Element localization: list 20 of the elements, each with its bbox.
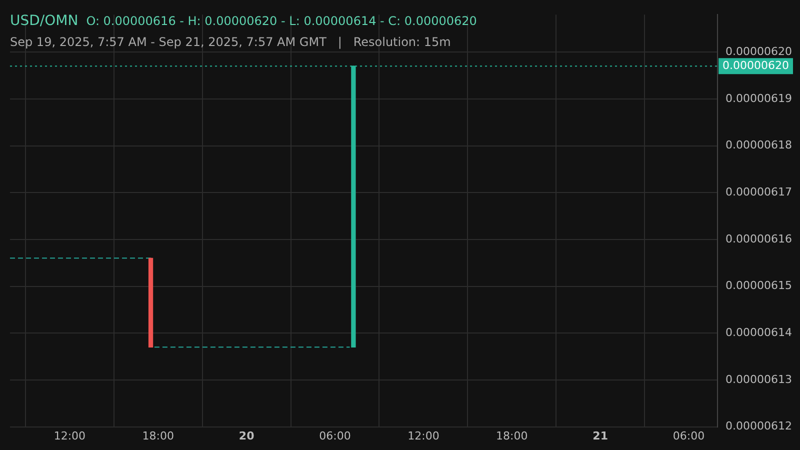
y-tick-label: 0.00000615 bbox=[726, 279, 792, 292]
y-tick-label: 0.00000614 bbox=[726, 326, 792, 339]
x-tick-label: 20 bbox=[238, 429, 255, 442]
x-tick-label: 06:00 bbox=[672, 429, 705, 442]
y-tick-label: 0.00000620 bbox=[726, 44, 792, 58]
y-tick-label: 0.00000617 bbox=[726, 185, 792, 198]
x-tick-label: 12:00 bbox=[408, 429, 440, 442]
x-tick-label: 06:00 bbox=[319, 429, 351, 442]
text: Sep 19, 2025, 7:57 AM - Sep 21, 2025, 7:57 AM GMT | Resolution: 15m bbox=[10, 35, 452, 49]
annotation: O: 0.00000616 - H: 0.00000620 - L: 0.00000614 - C: 0.00000620 bbox=[86, 14, 477, 28]
chart-title: USD/OMN bbox=[10, 13, 78, 29]
x-tick-label: 12:00 bbox=[54, 429, 86, 442]
y-tick-label: 0.00000613 bbox=[726, 372, 792, 386]
y-tick-label: 0.00000619 bbox=[726, 92, 792, 105]
y-tick-label: 0.00000616 bbox=[726, 232, 792, 246]
x-tick-label: 18:00 bbox=[496, 429, 528, 442]
y-tick-label: 0.00000618 bbox=[726, 138, 792, 152]
y-tick-label: 0.00000612 bbox=[726, 420, 792, 433]
x-tick-label: 18:00 bbox=[142, 429, 174, 442]
x-tick-label: 21 bbox=[592, 429, 608, 442]
